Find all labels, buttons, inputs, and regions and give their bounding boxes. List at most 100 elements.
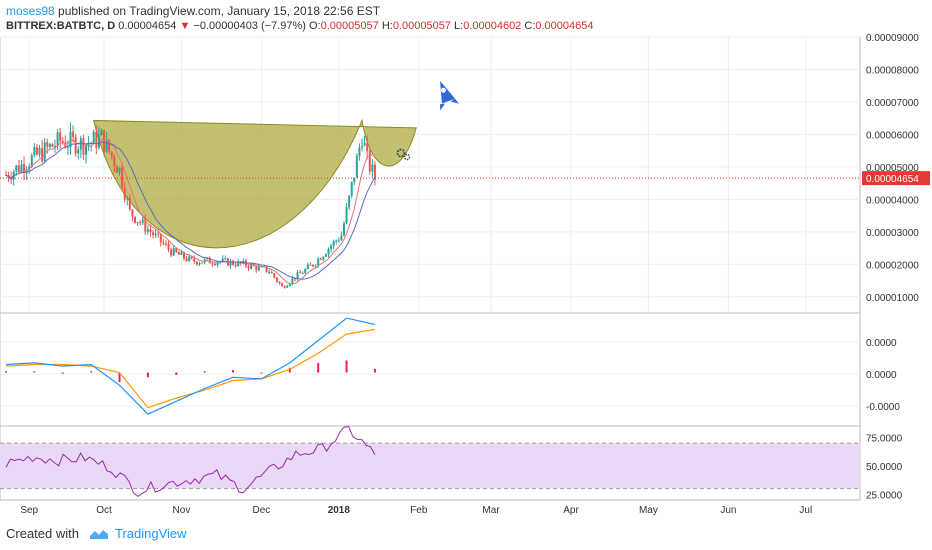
candle-body <box>113 156 116 167</box>
candle-body <box>355 155 358 178</box>
gears-icon <box>396 148 411 161</box>
candle-body <box>82 138 85 155</box>
candle-body <box>221 258 224 262</box>
rsi-tick-label: 50.0000 <box>866 462 903 473</box>
candle-body <box>198 263 201 265</box>
macd-histogram-bar <box>232 370 235 373</box>
x-tick-label: Jun <box>720 505 736 516</box>
candle-body <box>69 131 72 148</box>
candle-body <box>121 167 124 188</box>
candle-body <box>77 149 80 154</box>
candle-body <box>183 252 186 259</box>
candle-body <box>206 257 209 260</box>
x-axis[interactable]: Sep Oct Nov Dec 2018 Feb Mar Apr May Jun Jul <box>20 505 812 516</box>
macd-histogram-bar <box>33 371 36 373</box>
candle-body <box>167 243 170 250</box>
x-tick-label: Sep <box>20 505 38 516</box>
x-tick-label: Apr <box>563 505 579 516</box>
rsi-pane[interactable] <box>0 425 861 501</box>
macd-tick-label: -0.0000 <box>866 402 900 413</box>
x-tick-label: Dec <box>253 505 271 516</box>
symbol-label[interactable]: BITTREX:BATBTC, D <box>6 20 116 32</box>
candle-body <box>373 164 376 180</box>
candle-body <box>257 266 260 271</box>
open-label: O: <box>309 20 321 32</box>
tradingview-link[interactable]: TradingView <box>114 526 187 541</box>
moving-average-line <box>5 139 376 285</box>
candle-body <box>128 198 131 210</box>
candle-body <box>342 223 345 236</box>
candle-body <box>265 266 268 272</box>
candle-body <box>216 262 219 265</box>
footer: Created with TradingView <box>6 526 187 541</box>
candle-body <box>72 131 75 137</box>
moving-averages <box>5 139 376 285</box>
candle-body <box>224 258 227 260</box>
symbol-line: BITTREX:BATBTC, D 0.00004654 ▼ −0.000004… <box>6 20 594 32</box>
macd-histogram-bar <box>260 372 263 374</box>
x-tick-label: Jul <box>799 505 812 516</box>
y-axis[interactable]: 0.00009000 0.00008000 0.00007000 0.00006000… <box>866 33 919 501</box>
candle-body <box>123 187 126 200</box>
candle-body <box>327 248 330 255</box>
candle-body <box>157 233 160 235</box>
candle-body <box>115 166 118 173</box>
x-tick-label: 2018 <box>328 505 351 516</box>
candle-body <box>255 266 258 271</box>
candle-body <box>97 135 100 148</box>
candle-body <box>322 256 325 260</box>
tradingview-logo-icon <box>89 529 108 539</box>
x-tick-label: Nov <box>173 505 191 516</box>
macd-histogram-bar <box>61 372 64 374</box>
macd-indicator <box>5 317 376 415</box>
candle-body <box>59 132 62 142</box>
candle-body <box>193 258 196 262</box>
candle-body <box>46 142 49 147</box>
close-label: C: <box>524 20 536 32</box>
candle-body <box>118 167 121 173</box>
candle-body <box>306 264 309 269</box>
price-tick-label: 0.00009000 <box>866 33 919 44</box>
rsi-indicator <box>5 425 376 498</box>
candle-body <box>335 240 338 242</box>
candle-body <box>363 143 366 146</box>
candle-body <box>324 254 327 257</box>
candle-body <box>304 268 307 274</box>
candle-body <box>366 143 369 151</box>
created-with-text: Created with <box>6 526 79 541</box>
candle-body <box>54 146 57 148</box>
candle-body <box>299 272 302 274</box>
open-value: 0.00005057 <box>320 20 379 32</box>
macd-histogram-bar <box>146 372 149 378</box>
candle-body <box>348 195 351 208</box>
candle-body <box>175 248 178 253</box>
author-link[interactable]: moses98 <box>6 4 55 18</box>
price-tick-label: 0.00004000 <box>866 195 919 206</box>
candle-body <box>48 144 51 147</box>
x-tick-label: Oct <box>96 505 112 516</box>
rsi-band <box>0 443 860 489</box>
high-label: H: <box>381 20 393 32</box>
candle-body <box>41 148 44 162</box>
candle-body <box>28 166 31 170</box>
macd-pane[interactable] <box>0 312 861 427</box>
candle-body <box>20 164 23 173</box>
macd-histogram-bar <box>373 368 376 373</box>
macd-tick-label: 0.0000 <box>866 370 897 381</box>
candle-body <box>64 142 67 148</box>
candle-body <box>136 222 139 224</box>
macd-histogram-bar <box>288 367 291 373</box>
macd-line <box>5 317 376 415</box>
candle-body <box>180 252 183 255</box>
change-value: −0.00000403 (−7.97%) <box>193 20 306 32</box>
macd-histogram-bar <box>317 362 320 373</box>
rsi-tick-label: 25.0000 <box>866 490 903 501</box>
candle-body <box>353 177 356 182</box>
candle-body <box>43 142 46 162</box>
candle-body <box>293 278 296 280</box>
candle-body <box>172 248 175 256</box>
high-value: 0.00005057 <box>392 20 451 32</box>
candle-body <box>61 141 64 143</box>
candle-body <box>368 150 371 172</box>
